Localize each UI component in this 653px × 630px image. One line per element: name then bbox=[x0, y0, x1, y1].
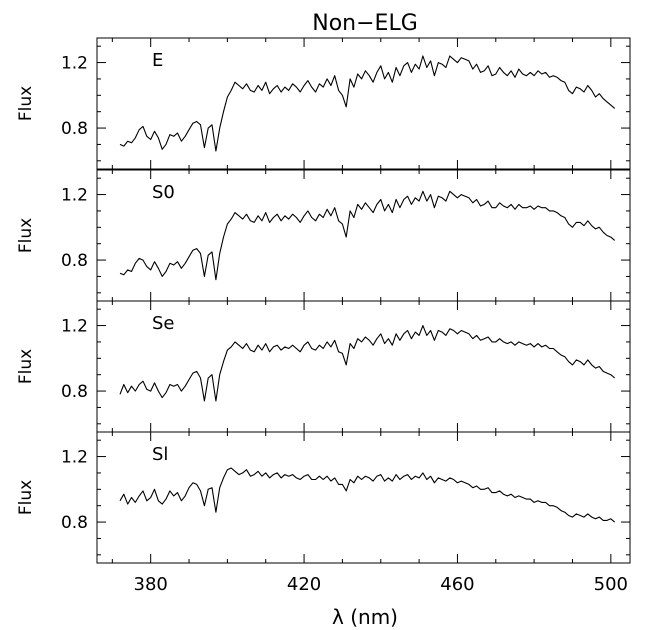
y-tick-label: 1.2 bbox=[61, 54, 88, 74]
panel-label: Sl bbox=[152, 444, 168, 465]
x-tick-label: 460 bbox=[440, 574, 474, 595]
y-axis-label: Flux bbox=[16, 86, 36, 121]
y-tick-label: 0.8 bbox=[61, 119, 88, 139]
x-axis-label: λ (nm) bbox=[332, 605, 398, 629]
panel-group: 0.8 1.2 Flux E 0.8 1.2 Flux S0 0.8 1.2 Flux Se 0.8 1.… bbox=[16, 37, 631, 564]
panel-se: 0.8 1.2 Flux Se bbox=[16, 300, 631, 433]
panel-frame bbox=[96, 169, 631, 302]
panel-frame bbox=[96, 300, 631, 433]
y-tick-label: 1.2 bbox=[61, 317, 88, 337]
spectrum-line bbox=[119, 467, 616, 523]
panel-s0: 0.8 1.2 Flux S0 bbox=[16, 169, 631, 302]
y-tick-label: 0.8 bbox=[61, 382, 88, 402]
panel-sl: 0.8 1.2 Flux Sl bbox=[16, 431, 631, 564]
panel-label: Se bbox=[152, 313, 175, 334]
x-tick-label: 500 bbox=[594, 574, 628, 595]
spectrum-line bbox=[119, 190, 616, 281]
panel-label: S0 bbox=[152, 182, 175, 203]
panel-frame bbox=[96, 431, 631, 564]
x-tick-label: 380 bbox=[134, 574, 168, 595]
x-tick-label: 420 bbox=[287, 574, 321, 595]
y-tick-label: 0.8 bbox=[61, 513, 88, 533]
y-tick-label: 1.2 bbox=[61, 186, 88, 206]
panel-label: E bbox=[152, 50, 163, 71]
y-axis-label: Flux bbox=[16, 480, 36, 515]
x-tick-labels: 380 420 460 500 bbox=[134, 574, 629, 595]
spectrum-line bbox=[119, 325, 616, 402]
panel-frame bbox=[96, 37, 631, 170]
y-axis-label: Flux bbox=[16, 218, 36, 253]
chart-title: Non−ELG bbox=[312, 11, 418, 36]
panel-e: 0.8 1.2 Flux E bbox=[16, 37, 631, 170]
spectrum-line bbox=[119, 55, 616, 152]
y-axis-label: Flux bbox=[16, 349, 36, 384]
y-tick-label: 1.2 bbox=[61, 448, 88, 468]
y-tick-label: 0.8 bbox=[61, 251, 88, 271]
